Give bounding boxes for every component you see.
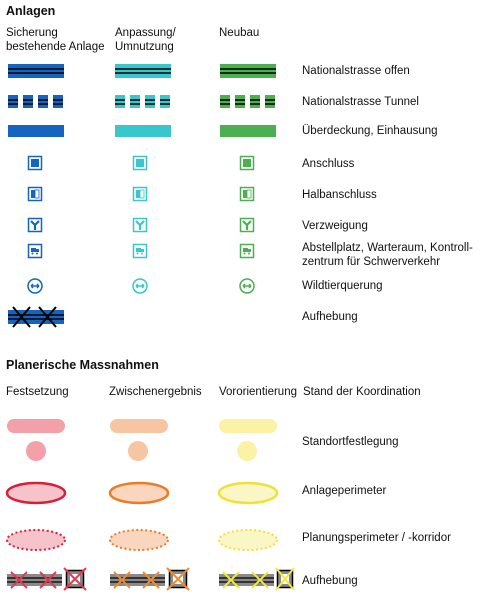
symbol-verzweigung-anpassung bbox=[132, 217, 148, 233]
symbol-standortfestlegung-festsetzung bbox=[7, 419, 65, 461]
symbol-nationalstrasse-tunnel-neubau bbox=[220, 95, 276, 108]
symbol-nationalstrasse-offen-neubau bbox=[220, 64, 276, 78]
symbol-planungsperimeter-vororientierung bbox=[218, 529, 278, 551]
symbol-aufhebung-anlage bbox=[8, 306, 64, 328]
symbol-planungsperimeter-zwischenergebnis bbox=[109, 529, 169, 551]
symbol-anschluss-neubau bbox=[239, 155, 255, 171]
column-header-sicherung: Sicherung bestehende Anlage bbox=[6, 27, 105, 53]
symbol-nationalstrasse-tunnel-anpassung bbox=[115, 95, 171, 108]
symbol-ueberdeckung-anpassung bbox=[115, 125, 171, 137]
row-label-ueberdeckung: Überdeckung, Einhausung bbox=[302, 125, 438, 137]
row-label-anlageperimeter: Anlageperimeter bbox=[302, 485, 387, 497]
column-header-stand-der-koordination: Stand der Koordination bbox=[303, 386, 421, 398]
row-label-planungsperimeter: Planungsperimeter / -korridor bbox=[302, 532, 451, 544]
symbol-ueberdeckung-neubau bbox=[220, 125, 276, 137]
symbol-halbanschluss-anpassung bbox=[132, 186, 148, 202]
section-title-anlagen: Anlagen bbox=[6, 4, 56, 18]
symbol-halbanschluss-sicherung bbox=[27, 186, 43, 202]
row-label-aufhebung: Aufhebung bbox=[302, 311, 358, 323]
column-header-neubau: Neubau bbox=[219, 27, 260, 39]
row-label-halbanschluss: Halbanschluss bbox=[302, 189, 377, 201]
symbol-halbanschluss-neubau bbox=[239, 186, 255, 202]
symbol-abstellplatz-neubau bbox=[239, 243, 255, 259]
symbol-anschluss-anpassung bbox=[132, 155, 148, 171]
row-label-abstellplatz: Abstellplatz, Warteraum, Kontroll- zentr… bbox=[302, 242, 473, 268]
symbol-abstellplatz-anpassung bbox=[132, 243, 148, 259]
symbol-aufhebung-zwischenergebnis bbox=[110, 567, 190, 591]
symbol-standortfestlegung-zwischenergebnis bbox=[110, 419, 168, 461]
section-title-massnahmen: Planerische Massnahmen bbox=[6, 358, 159, 372]
symbol-nationalstrasse-offen-sicherung bbox=[8, 64, 64, 78]
column-header-vororientierung: Vororientierung bbox=[219, 386, 297, 398]
symbol-anlageperimeter-festsetzung bbox=[5, 481, 67, 505]
symbol-nationalstrasse-offen-anpassung bbox=[115, 64, 171, 78]
symbol-abstellplatz-sicherung bbox=[27, 243, 43, 259]
row-label-nationalstrasse-offen: Nationalstrasse offen bbox=[302, 65, 410, 77]
column-header-zwischenergebnis: Zwischenergebnis bbox=[109, 386, 202, 398]
row-label-anschluss: Anschluss bbox=[302, 158, 355, 170]
symbol-wildtierquerung-sicherung bbox=[27, 278, 43, 294]
column-header-anpassung: Anpassung/ Umnutzung bbox=[115, 27, 176, 53]
symbol-verzweigung-neubau bbox=[239, 217, 255, 233]
row-label-aufhebung-massnahmen: Aufhebung bbox=[302, 575, 358, 587]
symbol-standortfestlegung-vororientierung bbox=[219, 419, 277, 461]
symbol-anschluss-sicherung bbox=[27, 155, 43, 171]
symbol-aufhebung-festsetzung bbox=[7, 567, 87, 591]
symbol-wildtierquerung-anpassung bbox=[132, 278, 148, 294]
symbol-aufhebung-vororientierung bbox=[219, 567, 295, 591]
column-header-festsetzung: Festsetzung bbox=[6, 386, 69, 398]
symbol-ueberdeckung-sicherung bbox=[8, 125, 64, 137]
symbol-verzweigung-sicherung bbox=[27, 217, 43, 233]
symbol-anlageperimeter-zwischenergebnis bbox=[108, 481, 170, 505]
row-label-nationalstrasse-tunnel: Nationalstrasse Tunnel bbox=[302, 96, 419, 108]
symbol-wildtierquerung-neubau bbox=[239, 278, 255, 294]
symbol-anlageperimeter-vororientierung bbox=[217, 481, 279, 505]
row-label-standortfestlegung: Standortfestlegung bbox=[302, 436, 399, 448]
symbol-planungsperimeter-festsetzung bbox=[6, 529, 66, 551]
row-label-verzweigung: Verzweigung bbox=[302, 220, 368, 232]
symbol-nationalstrasse-tunnel-sicherung bbox=[8, 95, 64, 108]
row-label-wildtierquerung: Wildtierquerung bbox=[302, 280, 383, 292]
